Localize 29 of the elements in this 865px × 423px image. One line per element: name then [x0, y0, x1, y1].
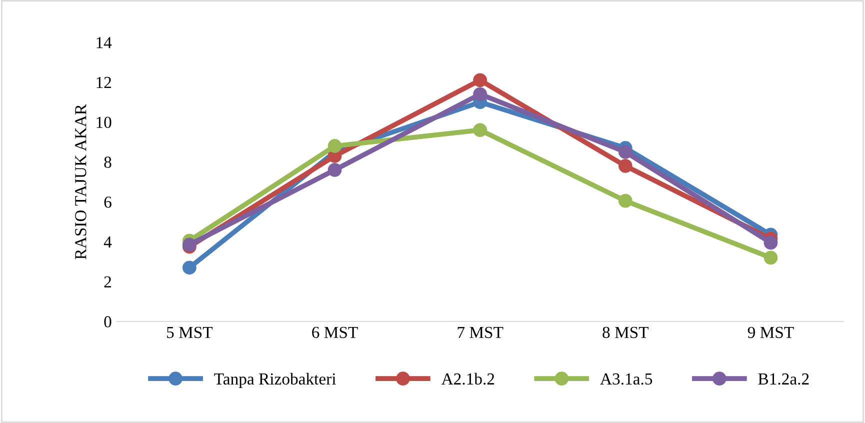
y-tick-label: 2 — [104, 276, 111, 288]
point — [328, 162, 342, 177]
y-tick-label: 14 — [96, 37, 112, 48]
y-axis-title: RASIO TAJUK AKAR — [75, 104, 86, 260]
point — [182, 260, 196, 275]
point — [618, 145, 632, 159]
point — [473, 87, 488, 102]
y-tick-label: 8 — [104, 156, 112, 168]
y-tick-label: 10 — [96, 116, 112, 128]
x-tick-label: 5 MST — [167, 326, 213, 338]
point — [473, 73, 488, 88]
x-tick-label: 7 MST — [458, 326, 504, 338]
x-tick-label: 6 MST — [312, 326, 358, 338]
y-tick-label: 6 — [104, 196, 112, 208]
legend-label: A2.1b.2 — [441, 372, 494, 385]
y-tick-label: 4 — [104, 236, 112, 248]
point — [618, 194, 632, 208]
x-tick-label: 9 MST — [748, 326, 794, 338]
legend-label: Tanpa Rizobakteri — [214, 372, 336, 388]
legend-label: B1.2a.2 — [758, 373, 809, 385]
y-tick-label: 12 — [96, 76, 111, 88]
point — [328, 139, 342, 153]
point — [618, 158, 632, 173]
point — [764, 236, 778, 250]
point — [473, 123, 488, 137]
point — [764, 250, 778, 265]
x-tick-label: 8 MST — [602, 326, 649, 338]
legend-label: A3.1a.5 — [600, 373, 652, 385]
y-tick-label: 0 — [104, 316, 112, 328]
